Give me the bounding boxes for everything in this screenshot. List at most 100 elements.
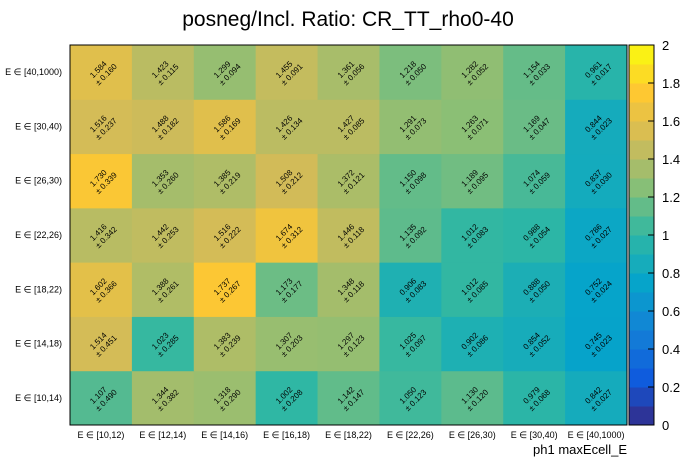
colorbar-step bbox=[629, 197, 654, 217]
heatmap-cell bbox=[193, 99, 257, 155]
heatmap-cell bbox=[131, 99, 195, 155]
colorbar-step bbox=[629, 140, 654, 160]
colorbar-tick-label: 0.6 bbox=[662, 304, 680, 319]
x-tick-label: E ∈ [30,40) bbox=[511, 430, 558, 440]
heatmap-cell bbox=[503, 45, 566, 100]
y-tick-label: E ∈ [40,1000) bbox=[5, 67, 62, 77]
y-tick-label: E ∈ [26,30) bbox=[15, 176, 62, 186]
heatmap-cell bbox=[131, 45, 195, 100]
heatmap-cell bbox=[565, 370, 628, 426]
heatmap-cell bbox=[255, 316, 319, 372]
heatmap-cell bbox=[565, 99, 628, 155]
x-tick-label: E ∈ [10,12) bbox=[78, 430, 125, 440]
heatmap-cell bbox=[193, 207, 257, 263]
colorbar-step bbox=[629, 83, 654, 103]
colorbar-tick-label: 0.4 bbox=[662, 342, 680, 357]
heatmap-cell bbox=[565, 262, 628, 317]
x-tick-label: E ∈ [18,22) bbox=[325, 430, 372, 440]
x-tick-label: E ∈ [12,14) bbox=[139, 430, 186, 440]
x-tick-label: E ∈ [22,26) bbox=[387, 430, 434, 440]
heatmap-cell bbox=[255, 262, 319, 317]
colorbar-step bbox=[629, 178, 654, 198]
heatmap-cell bbox=[317, 370, 380, 426]
colorbar-tick-label: 1.2 bbox=[662, 190, 680, 205]
heatmap-cell bbox=[193, 262, 257, 317]
x-tick-label: E ∈ [14,16) bbox=[201, 430, 248, 440]
heatmap-cell bbox=[131, 370, 195, 426]
heatmap-cell bbox=[379, 153, 442, 209]
heatmap-cell bbox=[441, 153, 504, 209]
heatmap-cell bbox=[317, 153, 380, 209]
y-tick-label: E ∈ [22,26) bbox=[15, 230, 62, 240]
heatmap-cells bbox=[70, 45, 628, 426]
heatmap-cell bbox=[441, 45, 504, 100]
colorbar-step bbox=[629, 235, 654, 255]
heatmap-cell bbox=[503, 262, 566, 317]
x-axis-title: ph1 maxEcell_E bbox=[533, 442, 627, 457]
y-tick-label: E ∈ [10,14) bbox=[15, 393, 62, 403]
colorbar-ticks: 0 0.2 0.4 0.6 0.8 1 1.2 1.4 1.6 1.8 2 bbox=[648, 38, 680, 433]
heatmap-cell bbox=[193, 153, 257, 209]
colorbar-step bbox=[629, 387, 654, 407]
colorbar-step bbox=[629, 330, 654, 350]
heatmap-cell bbox=[565, 45, 628, 100]
colorbar-step bbox=[629, 216, 654, 236]
colorbar-step bbox=[629, 292, 654, 312]
heatmap-cell bbox=[193, 45, 257, 100]
cell-label: 0.842± 0.027 bbox=[583, 385, 614, 413]
x-tick-labels: E ∈ [10,12) E ∈ [12,14) E ∈ [14,16) E ∈ [16… bbox=[78, 430, 625, 440]
y-tick-label: E ∈ [30,40) bbox=[15, 121, 62, 131]
heatmap-cell bbox=[131, 153, 195, 209]
y-tick-label: E ∈ [14,18) bbox=[15, 339, 62, 349]
colorbar-tick-label: 1.4 bbox=[662, 152, 680, 167]
heatmap-cell bbox=[70, 316, 133, 372]
heatmap-cell bbox=[441, 99, 504, 155]
heatmap-cell bbox=[131, 207, 195, 263]
heatmap-cell bbox=[441, 262, 504, 317]
heatmap-cell bbox=[379, 262, 442, 317]
colorbar-step bbox=[629, 64, 654, 84]
colorbar-tick-label: 1.6 bbox=[662, 114, 680, 129]
colorbar-step bbox=[629, 121, 654, 141]
heatmap-cell bbox=[70, 99, 133, 155]
colorbar-step bbox=[629, 273, 654, 293]
heatmap-cell bbox=[441, 316, 504, 372]
heatmap-cell bbox=[441, 370, 504, 426]
colorbar-step bbox=[629, 349, 654, 369]
heatmap-cell bbox=[255, 99, 319, 155]
heatmap-cell bbox=[503, 207, 566, 263]
heatmap-cell bbox=[379, 316, 442, 372]
heatmap-cell bbox=[317, 99, 380, 155]
colorbar-tick-label: 0 bbox=[662, 418, 669, 433]
heatmap-cell bbox=[255, 45, 319, 100]
heatmap-cell bbox=[70, 262, 133, 317]
colorbar-step bbox=[629, 254, 654, 274]
heatmap-cell bbox=[379, 99, 442, 155]
heatmap-cell bbox=[70, 153, 133, 209]
heatmap-cell bbox=[193, 316, 257, 372]
heatmap-cell bbox=[255, 153, 319, 209]
y-tick-label: E ∈ [18,22) bbox=[15, 284, 62, 294]
y-tick-labels: E ∈ [10,14) E ∈ [14,18) E ∈ [18,22) E ∈ [22… bbox=[5, 67, 62, 403]
colorbar-tick-label: 1.8 bbox=[662, 76, 680, 91]
colorbar-step bbox=[629, 45, 654, 65]
heatmap-cell bbox=[379, 45, 442, 100]
heatmap-cell bbox=[503, 99, 566, 155]
heatmap-cell bbox=[317, 262, 380, 317]
x-tick-label: E ∈ [16,18) bbox=[263, 430, 310, 440]
colorbar-tick-label: 2 bbox=[662, 38, 669, 53]
heatmap-cell bbox=[131, 316, 195, 372]
heatmap-cell bbox=[317, 316, 380, 372]
colorbar-step bbox=[629, 102, 654, 122]
heatmap-cell bbox=[317, 207, 380, 263]
colorbar bbox=[628, 44, 655, 426]
heatmap-cell bbox=[317, 45, 380, 100]
heatmap-cell bbox=[503, 370, 566, 426]
heatmap-cell bbox=[441, 207, 504, 263]
heatmap-cell bbox=[70, 45, 133, 100]
colorbar-step bbox=[629, 159, 654, 179]
heatmap-cell bbox=[565, 207, 628, 263]
colorbar-step bbox=[629, 311, 654, 331]
colorbar-tick-label: 0.2 bbox=[662, 380, 680, 395]
